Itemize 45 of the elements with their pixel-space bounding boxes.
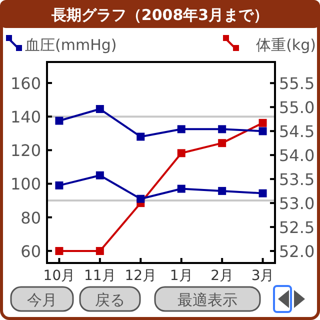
point [258, 127, 267, 136]
point [136, 132, 145, 141]
y2-tick-label: 54.5 [279, 122, 315, 142]
x-tick-label: 11月 [84, 268, 116, 284]
point [96, 171, 104, 180]
button: 戻る [79, 286, 141, 312]
legend-item: 血圧(mmHg) [6, 35, 117, 54]
point [177, 184, 186, 193]
point [136, 194, 145, 203]
y-tick-label: 160 [10, 74, 41, 93]
legend-label: 体重(kg) [256, 36, 316, 54]
y2-tick-label: 55.0 [279, 98, 315, 118]
point [55, 247, 64, 256]
y-tick-label: 60 [20, 242, 41, 261]
point [55, 116, 64, 125]
x-tick-label: 10月 [43, 268, 76, 284]
y-tick-label: 120 [10, 141, 41, 160]
y2-tick-label: 53.0 [279, 194, 315, 214]
legend-label: 血圧(mmHg) [25, 36, 117, 54]
x-tick-label: 1月 [170, 268, 193, 284]
point [177, 125, 186, 134]
point [218, 139, 226, 148]
point [218, 125, 226, 134]
point [258, 189, 267, 198]
x-tick-label: 2月 [210, 268, 234, 284]
y-tick-label: 100 [10, 174, 41, 194]
button: 最適表示 [154, 286, 261, 312]
point [55, 181, 64, 190]
y2-tick-label: 52.0 [279, 242, 315, 262]
y2-tick-label: 52.5 [279, 218, 315, 238]
point [177, 149, 186, 158]
point [96, 247, 104, 256]
y2-tick-label: 54.0 [279, 146, 315, 166]
y-tick-label: 80 [20, 208, 41, 228]
y-tick-label: 140 [10, 108, 41, 127]
x-tick-label: 3月 [251, 268, 274, 284]
chart-title: 長期グラフ（2008年3月まで） [50, 6, 269, 24]
x-tick-label: 12月 [124, 268, 157, 284]
legend-item: 体重(kg) [223, 35, 316, 54]
y2-tick-label: 55.5 [279, 74, 315, 94]
button: 今月 [10, 286, 74, 312]
point [96, 105, 104, 114]
point [258, 118, 267, 127]
y2-tick-label: 53.5 [279, 170, 315, 190]
point [218, 186, 226, 195]
